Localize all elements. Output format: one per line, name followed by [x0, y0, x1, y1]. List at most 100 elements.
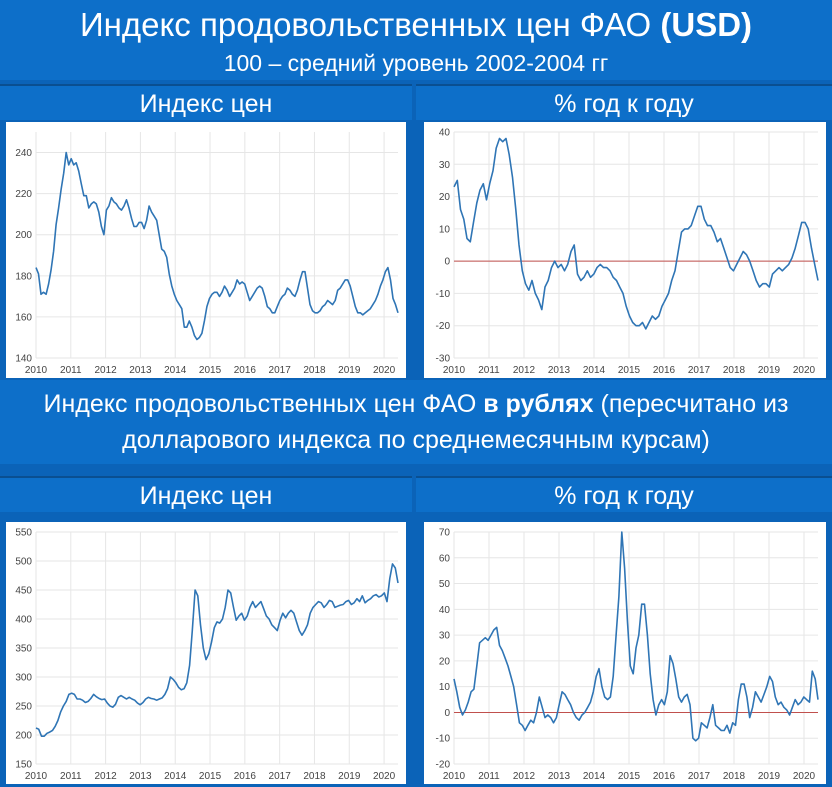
x-tick-label: 2016 [653, 365, 676, 376]
section2-title-prefix: Индекс продовольственных цен ФАО [43, 390, 484, 418]
chart-rub-yoy-svg: -20 -10 0 10 20 30 40 50 60 70 2010 2011 2012 2013 201… [436, 528, 819, 782]
chart-usd-index-svg: 140 160 180 200 220 240 2010 2011 2012 2013 2014 20… [15, 132, 399, 376]
y-tick-label: 300 [15, 673, 32, 684]
y-tick-label: 450 [15, 586, 32, 597]
x-tick-label: 2012 [513, 365, 536, 376]
y-tick-label: 0 [444, 708, 450, 719]
y-tick-label: 30 [439, 160, 451, 171]
y-tick-label: -10 [436, 734, 451, 745]
y-tick-label: 30 [439, 631, 451, 642]
series-line [35, 563, 399, 737]
x-tick-label: 2011 [60, 771, 82, 782]
y-tick-label: 220 [15, 189, 32, 200]
chart-rub-yoy: -20 -10 0 10 20 30 40 50 60 70 2010 2011 2012 2013 201… [424, 522, 826, 784]
x-tick-label: 2015 [199, 771, 222, 782]
x-tick-label: 2017 [688, 365, 711, 376]
series-line [453, 137, 819, 330]
x-tick-label: 2015 [199, 365, 222, 376]
y-tick-label: 400 [15, 615, 32, 626]
chart-usd-yoy-svg: -30 -20 -10 0 10 20 30 40 2010 2011 2012 2013 2014 20… [436, 128, 819, 376]
x-tick-label: 2014 [583, 365, 606, 376]
x-tick-label: 2019 [338, 365, 361, 376]
x-tick-label: 2015 [618, 771, 641, 782]
x-tick-label: 2011 [478, 365, 500, 376]
header-bottom-left: Индекс цен [0, 476, 412, 512]
y-tick-label: 20 [439, 656, 451, 667]
x-tick-label: 2012 [94, 771, 117, 782]
section2-title-bold: в рублях [483, 390, 594, 418]
x-tick-label: 2014 [164, 365, 187, 376]
x-tick-label: 2014 [164, 771, 187, 782]
x-tick-label: 2019 [758, 365, 781, 376]
series-line [453, 531, 819, 742]
section2-title-line2: долларового индекса по среднемесячным ку… [122, 426, 710, 454]
y-tick-label: 40 [439, 128, 451, 139]
header-bottom-right: % год к году [416, 476, 832, 512]
x-tick-label: 2013 [129, 365, 152, 376]
x-tick-label: 2012 [94, 365, 117, 376]
y-tick-label: 20 [439, 192, 451, 203]
x-tick-label: 2020 [793, 771, 816, 782]
x-tick-label: 2010 [443, 365, 466, 376]
y-tick-label: 70 [439, 528, 451, 539]
y-tick-label: 500 [15, 557, 32, 568]
x-tick-label: 2010 [25, 771, 48, 782]
x-tick-label: 2020 [373, 365, 396, 376]
x-tick-label: 2018 [723, 365, 746, 376]
main-subtitle: 100 – средний уровень 2002-2004 гг [223, 50, 609, 76]
chart-usd-index: 140 160 180 200 220 240 2010 2011 2012 2013 2014 20… [6, 122, 406, 378]
x-tick-label: 2011 [60, 365, 82, 376]
y-tick-label: 550 [15, 528, 32, 539]
x-tick-label: 2020 [793, 365, 816, 376]
x-tick-label: 2010 [25, 365, 48, 376]
y-tick-label: 200 [15, 230, 32, 241]
y-tick-label: 60 [439, 553, 451, 564]
x-tick-label: 2018 [723, 771, 746, 782]
y-tick-label: 150 [15, 760, 32, 771]
x-tick-label: 2018 [303, 365, 326, 376]
y-tick-label: -20 [436, 321, 451, 332]
series-line [35, 151, 399, 341]
chart-rub-index-svg: 150 200 250 300 350 400 450 500 550 2010 2011 2012 2… [15, 528, 399, 782]
main-title-bold: (USD) [660, 6, 753, 43]
x-tick-label: 2019 [338, 771, 361, 782]
header-top-left: Индекс цен [0, 84, 412, 120]
y-tick-label: 200 [15, 731, 32, 742]
x-tick-label: 2013 [129, 771, 152, 782]
main-title: Индекс продовольственных цен ФАО (USD) [0, 0, 832, 48]
y-tick-label: 250 [15, 702, 32, 713]
x-tick-label: 2013 [548, 771, 571, 782]
x-tick-label: 2015 [618, 365, 641, 376]
y-tick-label: 350 [15, 644, 32, 655]
chart-rub-index: 150 200 250 300 350 400 450 500 550 2010 2011 2012 2… [6, 522, 406, 784]
section2-title-band: Индекс продовольственных цен ФАО в рубля… [0, 380, 832, 464]
y-tick-label: -10 [436, 289, 451, 300]
x-tick-label: 2016 [653, 771, 676, 782]
x-tick-label: 2010 [443, 771, 466, 782]
x-tick-label: 2016 [234, 771, 257, 782]
y-tick-label: 0 [444, 257, 450, 268]
y-tick-label: 240 [15, 148, 32, 159]
x-tick-label: 2017 [269, 771, 292, 782]
chart-usd-yoy: -30 -20 -10 0 10 20 30 40 2010 2011 2012 2013 2014 20… [424, 122, 826, 378]
x-tick-label: 2018 [303, 771, 326, 782]
x-tick-label: 2013 [548, 365, 571, 376]
x-tick-label: 2011 [478, 771, 500, 782]
y-tick-label: 50 [439, 579, 451, 590]
x-tick-label: 2017 [269, 365, 292, 376]
y-tick-label: 10 [439, 682, 451, 693]
x-tick-label: 2012 [513, 771, 536, 782]
x-tick-label: 2019 [758, 771, 781, 782]
main-title-band: Индекс продовольственных цен ФАО (USD) 1… [0, 0, 832, 80]
x-tick-label: 2014 [583, 771, 606, 782]
section2-title-line1: Индекс продовольственных цен ФАО в рубля… [0, 380, 832, 422]
x-tick-label: 2017 [688, 771, 711, 782]
section2-title-suffix: (пересчитано из [593, 390, 789, 418]
x-tick-label: 2020 [373, 771, 396, 782]
x-tick-label: 2016 [234, 365, 257, 376]
y-tick-label: 10 [439, 224, 451, 235]
y-tick-label: 40 [439, 605, 451, 616]
y-tick-label: -20 [436, 760, 451, 771]
header-top-right: % год к году [416, 84, 832, 120]
main-title-text: Индекс продовольственных цен ФАО [79, 6, 652, 43]
